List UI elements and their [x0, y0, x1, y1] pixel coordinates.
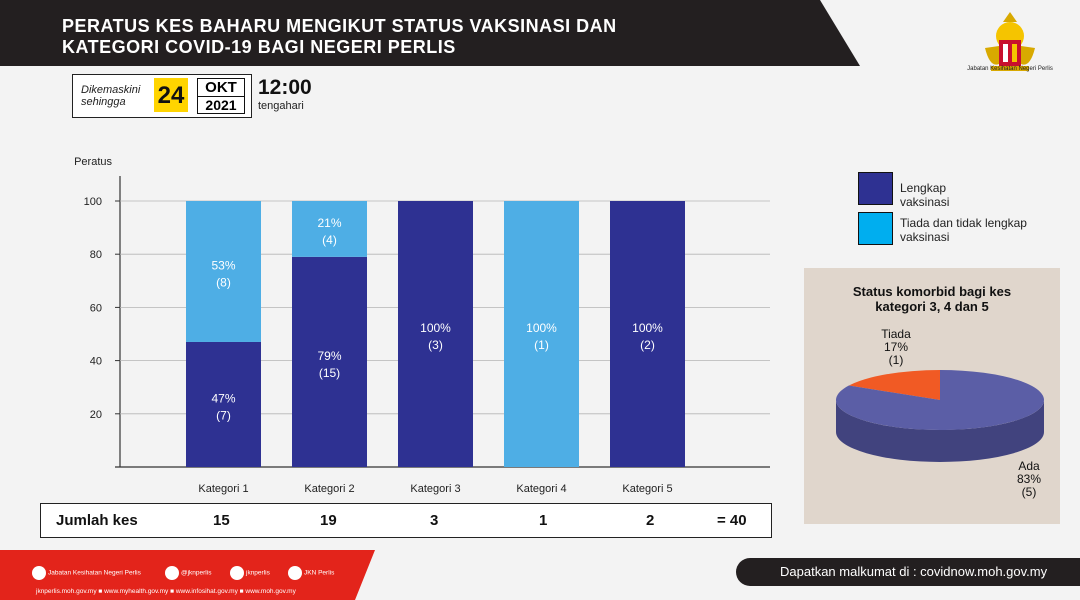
- pie-title-line-2: kategori 3, 4 dan 5: [875, 299, 989, 314]
- y-tick-label: 40: [90, 356, 102, 368]
- pie-label-ada-percent: 83%: [1016, 472, 1042, 486]
- page-title: PERATUS KES BAHARU MENGIKUT STATUS VAKSI…: [62, 16, 617, 58]
- title-line-2: KATEGORI COVID-19 BAGI NEGERI PERLIS: [62, 37, 456, 57]
- legend-label-lengkap: Lengkap vaksinasi: [900, 181, 949, 209]
- footer-social-bar: [0, 550, 375, 600]
- facebook-icon: [32, 566, 46, 580]
- pie-chart: [836, 370, 1044, 462]
- data-label-percent: 100%: [526, 321, 557, 335]
- bar-tiada: [292, 201, 367, 257]
- social-youtube[interactable]: JKN Perlis: [288, 566, 334, 580]
- updated-label: Dikemaskini sehingga: [81, 84, 140, 108]
- pie-title-line-1: Status komorbid bagi kes: [852, 284, 1012, 299]
- total-kategori-1: 15: [213, 512, 230, 529]
- totals-row: Jumlah kes 15 19 3 1 2 = 40: [40, 503, 772, 538]
- legend-swatch-tiada: [858, 212, 893, 245]
- data-label-percent: 100%: [632, 321, 663, 335]
- bar-lengkap: [398, 201, 473, 467]
- total-kategori-2: 19: [320, 512, 337, 529]
- x-tick-label: Kategori 5: [622, 483, 672, 495]
- pie-label-tiada-percent: 17%: [883, 340, 909, 354]
- comorbid-panel: Status komorbid bagi kes kategori 3, 4 d…: [804, 268, 1060, 524]
- footer-info-text[interactable]: Dapatkan malkumat di : covidnow.moh.gov.…: [780, 564, 1048, 579]
- data-label-percent: 53%: [211, 258, 235, 272]
- updated-label-line-2: sehingga: [81, 96, 126, 108]
- pie-side: [836, 400, 1044, 462]
- twitter-icon: [165, 566, 179, 580]
- bar-tiada: [186, 201, 261, 342]
- x-tick-label: Kategori 1: [198, 483, 248, 495]
- bar-lengkap: [186, 341, 261, 467]
- data-label-count: (3): [428, 338, 443, 352]
- data-label-count: (1): [534, 338, 549, 352]
- totals-label: Jumlah kes: [56, 512, 138, 529]
- data-label-count: (15): [319, 366, 340, 380]
- legend-label-tiada-line-2: vaksinasi: [900, 230, 950, 244]
- x-tick-label: Kategori 4: [516, 483, 566, 495]
- pie-slice-tiada: [848, 370, 940, 400]
- pie-label-tiada-count: (1): [888, 353, 904, 367]
- update-time-label: tengahari: [258, 100, 304, 112]
- updated-badge: Dikemaskini sehingga 24 OKT 2021: [72, 74, 252, 118]
- bar-tiada: [504, 201, 579, 467]
- pie-title: Status komorbid bagi kes kategori 3, 4 d…: [804, 284, 1060, 314]
- data-label-percent: 79%: [317, 349, 341, 363]
- x-tick-label: Kategori 3: [410, 483, 460, 495]
- footer-links[interactable]: jknperlis.moh.gov.my ■ www.myhealth.gov.…: [36, 588, 296, 595]
- data-label-percent: 100%: [420, 321, 451, 335]
- legend-label-tiada-line-1: Tiada dan tidak lengkap: [900, 216, 1027, 230]
- updated-label-line-1: Dikemaskini: [81, 84, 141, 96]
- legend-label-lengkap-line-1: Lengkap vaksinasi: [900, 181, 950, 209]
- youtube-icon: [288, 566, 302, 580]
- data-label-count: (2): [640, 338, 655, 352]
- y-tick-label: 60: [90, 302, 102, 314]
- title-line-1: PERATUS KES BAHARU MENGIKUT STATUS VAKSI…: [62, 16, 617, 36]
- social-instagram-label: jknperlis: [246, 569, 270, 577]
- legend-swatch-lengkap: [858, 172, 893, 205]
- bar-chart: Peratus 20 40 60 80 100 47% (7) 53% (8) Kategori 1…: [74, 156, 770, 495]
- date-day: 24: [154, 78, 188, 112]
- title-banner: [0, 0, 860, 66]
- x-tick-label: Kategori 2: [304, 483, 354, 495]
- social-facebook[interactable]: Jabatan Kesihatan Negeri Perlis: [32, 566, 141, 580]
- data-label-count: (7): [216, 408, 231, 422]
- pie-label-ada: Ada 83% (5): [1004, 460, 1054, 499]
- legend-label-tiada: Tiada dan tidak lengkap vaksinasi: [900, 216, 1070, 244]
- pie-label-tiada: Tiada 17% (1): [868, 328, 924, 367]
- y-tick-label: 80: [90, 249, 102, 261]
- data-label-percent: 47%: [211, 391, 235, 405]
- y-tick-label: 20: [90, 409, 102, 421]
- pie-label-tiada-name: Tiada: [881, 327, 911, 341]
- social-facebook-label: Jabatan Kesihatan Negeri Perlis: [48, 569, 141, 577]
- total-kategori-4: 1: [539, 512, 548, 529]
- social-instagram[interactable]: jknperlis: [230, 566, 270, 580]
- social-twitter-label: @jknperlis: [181, 569, 212, 577]
- update-time: 12:00: [258, 76, 312, 99]
- social-youtube-label: JKN Perlis: [304, 569, 335, 577]
- y-axis-label: Peratus: [74, 156, 112, 168]
- instagram-icon: [230, 566, 244, 580]
- pie-slice-ada: [836, 370, 1044, 430]
- data-label-percent: 21%: [317, 216, 341, 230]
- footer-info-bar: Dapatkan malkumat di : covidnow.moh.gov.…: [736, 558, 1080, 586]
- bar-lengkap: [292, 256, 367, 467]
- total-kategori-3: 3: [430, 512, 439, 529]
- grand-total: = 40: [717, 512, 747, 529]
- coat-of-arms-logo: [985, 12, 1035, 71]
- data-label-count: (4): [322, 233, 337, 247]
- pie-label-ada-count: (5): [1021, 485, 1037, 499]
- total-kategori-5: 2: [646, 512, 655, 529]
- data-label-count: (8): [216, 275, 231, 289]
- bar-lengkap: [610, 201, 685, 467]
- date-year: 2021: [197, 96, 245, 114]
- social-twitter[interactable]: @jknperlis: [165, 566, 211, 580]
- date-month: OKT: [197, 78, 245, 97]
- pie-label-ada-name: Ada: [1018, 459, 1040, 473]
- y-tick-label: 100: [84, 196, 102, 208]
- logo-caption: Jabatan Kesihatan Negeri Perlis: [967, 66, 1053, 72]
